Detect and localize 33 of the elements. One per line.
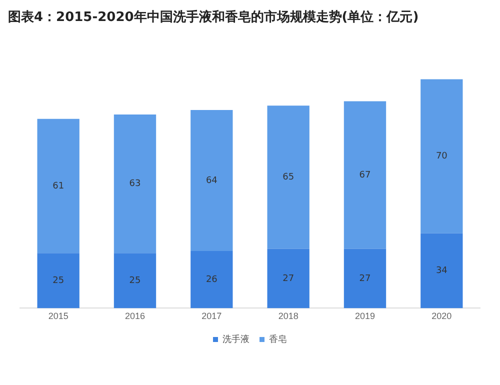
bar [344, 101, 386, 249]
x-tick-label: 2018 [278, 311, 298, 322]
bar [190, 110, 233, 251]
data-label: 25 [129, 276, 141, 286]
data-label: 67 [359, 170, 371, 180]
legend-label: 香皂 [269, 334, 287, 344]
data-label: 63 [129, 179, 141, 190]
data-label: 25 [52, 276, 64, 286]
bar [190, 250, 233, 308]
bar [37, 118, 80, 254]
data-label: 26 [206, 274, 218, 285]
data-label: 65 [282, 172, 294, 183]
data-label: 27 [359, 274, 371, 284]
legend-label: 洗手液 [222, 334, 250, 344]
chart-title: 图表4：2015-2020年中国洗手液和香皂的市场规模走势(单位：亿元) [8, 8, 419, 26]
bar [344, 248, 386, 308]
data-label: 27 [282, 274, 294, 284]
bar [267, 248, 310, 308]
bar [420, 233, 463, 308]
bar [420, 79, 463, 234]
x-tick-label: 2016 [124, 311, 146, 322]
bar [267, 106, 310, 249]
bar [37, 253, 80, 308]
bar [114, 253, 156, 308]
x-tick-label: 2020 [432, 311, 452, 322]
data-label: 64 [206, 176, 218, 186]
x-tick-label: 2019 [354, 311, 376, 322]
x-tick-label: 2017 [202, 311, 222, 322]
x-tick-label: 2015 [48, 311, 68, 322]
bar [114, 114, 156, 254]
data-label: 34 [436, 266, 448, 276]
data-label: 70 [436, 152, 448, 162]
data-label: 61 [52, 181, 64, 192]
